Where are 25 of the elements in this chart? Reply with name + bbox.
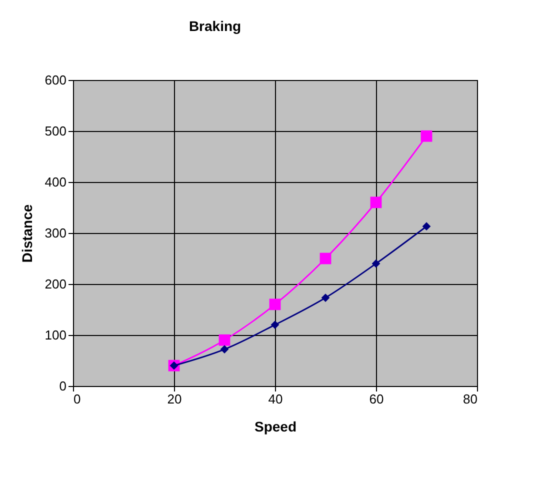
x-tick-label: 40 bbox=[268, 392, 283, 406]
y-axis-title: Distance bbox=[18, 204, 35, 263]
x-tick-label: 60 bbox=[369, 392, 384, 406]
y-tick-label: 600 bbox=[44, 72, 66, 88]
x-tick-label: 20 bbox=[167, 392, 182, 406]
y-tick-label: 400 bbox=[44, 174, 66, 190]
y-tick-label: 100 bbox=[44, 328, 66, 342]
point bbox=[218, 334, 230, 346]
point bbox=[420, 130, 432, 142]
x-tick-label: 0 bbox=[74, 392, 81, 406]
point bbox=[269, 298, 281, 310]
y-tick-label: 0 bbox=[59, 378, 66, 394]
point bbox=[321, 294, 330, 302]
x-tick-label: 80 bbox=[463, 392, 478, 406]
point bbox=[220, 345, 229, 354]
point bbox=[422, 222, 431, 231]
y-tick-label: 200 bbox=[44, 276, 66, 292]
point bbox=[372, 259, 380, 268]
chart-title: Braking bbox=[188, 18, 242, 34]
y-tick-label: 500 bbox=[44, 124, 66, 138]
y-tick-label: 300 bbox=[44, 226, 66, 240]
point bbox=[270, 320, 280, 329]
point bbox=[320, 252, 332, 264]
x-axis-title: Speed bbox=[254, 418, 297, 434]
point bbox=[370, 196, 382, 208]
